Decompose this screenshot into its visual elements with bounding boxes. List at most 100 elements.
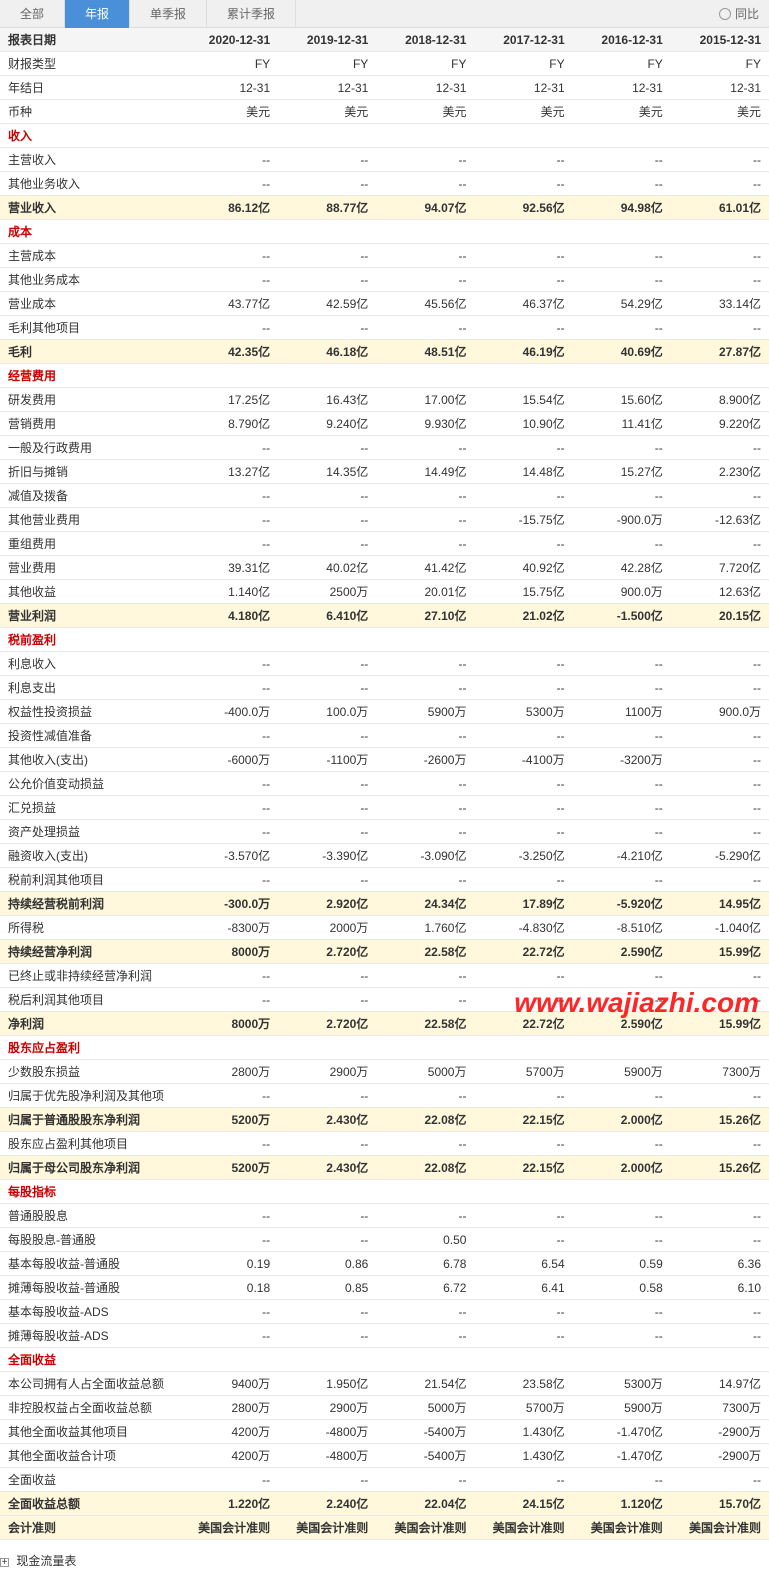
row-label: 归属于母公司股东净利润 <box>0 1156 180 1180</box>
row-value: 24.15亿 <box>474 1492 572 1516</box>
row-value: 2.000亿 <box>573 1156 671 1180</box>
row-value: -- <box>278 820 376 844</box>
financial-table: 报表日期2020-12-312019-12-312018-12-312017-1… <box>0 28 769 1540</box>
row-label: 营业成本 <box>0 292 180 316</box>
row-value: -15.75亿 <box>474 508 572 532</box>
table-row: 主营成本------------ <box>0 244 769 268</box>
row-value: -- <box>573 436 671 460</box>
table-row: 税前利润其他项目------------ <box>0 868 769 892</box>
row-value: -- <box>671 796 769 820</box>
row-value: -12.63亿 <box>671 508 769 532</box>
row-value: -- <box>573 796 671 820</box>
row-value: -- <box>180 820 278 844</box>
row-value: 美国会计准则 <box>180 1516 278 1540</box>
table-row: 其他业务收入------------ <box>0 172 769 196</box>
row-value: 22.15亿 <box>474 1108 572 1132</box>
row-value: -- <box>376 532 474 556</box>
table-row: 主营收入------------ <box>0 148 769 172</box>
tab-quarterly[interactable]: 单季报 <box>130 0 207 28</box>
header-date: 2017-12-31 <box>474 28 572 52</box>
row-value: 5000万 <box>376 1396 474 1420</box>
row-value: -- <box>278 508 376 532</box>
row-label: 投资性减值准备 <box>0 724 180 748</box>
row-value: -- <box>671 316 769 340</box>
row-label: 成本 <box>0 220 180 244</box>
row-value: -- <box>573 1228 671 1252</box>
table-row: 全面收益------------ <box>0 1468 769 1492</box>
row-value: -- <box>474 1132 572 1156</box>
cashflow-section[interactable]: + 现金流量表 <box>0 1552 769 1569</box>
row-value: -- <box>180 1300 278 1324</box>
tab-annual[interactable]: 年报 <box>65 0 130 28</box>
row-label: 融资收入(支出) <box>0 844 180 868</box>
tab-all[interactable]: 全部 <box>0 0 65 28</box>
row-value <box>671 364 769 388</box>
row-value: -- <box>180 868 278 892</box>
header-date: 2019-12-31 <box>278 28 376 52</box>
row-value: 900.0万 <box>573 580 671 604</box>
row-value: 15.26亿 <box>671 1156 769 1180</box>
row-value: 1.430亿 <box>474 1444 572 1468</box>
table-row: 少数股东损益2800万2900万5000万5700万5900万7300万 <box>0 1060 769 1084</box>
row-value: -- <box>180 772 278 796</box>
table-row: 权益性投资损益-400.0万100.0万5900万5300万1100万900.0… <box>0 700 769 724</box>
row-value <box>573 364 671 388</box>
row-value: 48.51亿 <box>376 340 474 364</box>
row-value: -- <box>376 676 474 700</box>
row-value: -3.090亿 <box>376 844 474 868</box>
row-value: 86.12亿 <box>180 196 278 220</box>
row-value: 88.77亿 <box>278 196 376 220</box>
row-value: -8300万 <box>180 916 278 940</box>
row-value: 6.36 <box>671 1252 769 1276</box>
row-value: 2000万 <box>278 916 376 940</box>
row-value: -- <box>376 1084 474 1108</box>
row-label: 其他全面收益其他项目 <box>0 1420 180 1444</box>
row-label: 主营成本 <box>0 244 180 268</box>
row-value: -- <box>278 148 376 172</box>
row-value: 5000万 <box>376 1060 474 1084</box>
table-header-row: 报表日期2020-12-312019-12-312018-12-312017-1… <box>0 28 769 52</box>
row-value: 1.140亿 <box>180 580 278 604</box>
table-row: 成本 <box>0 220 769 244</box>
row-value: -- <box>180 964 278 988</box>
row-value: -- <box>671 1204 769 1228</box>
table-row: 其他收入(支出)-6000万-1100万-2600万-4100万-3200万-- <box>0 748 769 772</box>
row-label: 归属于优先股净利润及其他项 <box>0 1084 180 1108</box>
row-value: 41.42亿 <box>376 556 474 580</box>
row-label: 利息收入 <box>0 652 180 676</box>
row-value: -- <box>671 676 769 700</box>
row-value: 12-31 <box>180 76 278 100</box>
row-value: -- <box>376 268 474 292</box>
row-value: 14.48亿 <box>474 460 572 484</box>
row-value: 1100万 <box>573 700 671 724</box>
row-value <box>671 1036 769 1060</box>
row-value: -- <box>573 1084 671 1108</box>
yoy-toggle[interactable]: 同比 <box>719 5 759 22</box>
row-value: 15.99亿 <box>671 940 769 964</box>
row-value: 6.410亿 <box>278 604 376 628</box>
row-value: 美元 <box>278 100 376 124</box>
row-value: 100.0万 <box>278 700 376 724</box>
row-value: -- <box>180 1228 278 1252</box>
row-value: -- <box>376 508 474 532</box>
row-value: 2900万 <box>278 1060 376 1084</box>
row-value: -- <box>671 268 769 292</box>
row-value: -5400万 <box>376 1420 474 1444</box>
tab-cumulative[interactable]: 累计季报 <box>207 0 296 28</box>
row-value: -- <box>376 868 474 892</box>
row-value: 4200万 <box>180 1420 278 1444</box>
row-label: 税后利润其他项目 <box>0 988 180 1012</box>
row-value: -- <box>474 1324 572 1348</box>
row-value: 4.180亿 <box>180 604 278 628</box>
row-value: -- <box>671 820 769 844</box>
row-value: 9.240亿 <box>278 412 376 436</box>
row-value: 美国会计准则 <box>671 1516 769 1540</box>
row-label: 毛利其他项目 <box>0 316 180 340</box>
row-value: -- <box>474 532 572 556</box>
row-value: 0.50 <box>376 1228 474 1252</box>
row-value: -- <box>180 508 278 532</box>
row-value: -- <box>573 868 671 892</box>
table-row: 毛利其他项目------------ <box>0 316 769 340</box>
row-value <box>671 220 769 244</box>
row-value: -- <box>573 964 671 988</box>
